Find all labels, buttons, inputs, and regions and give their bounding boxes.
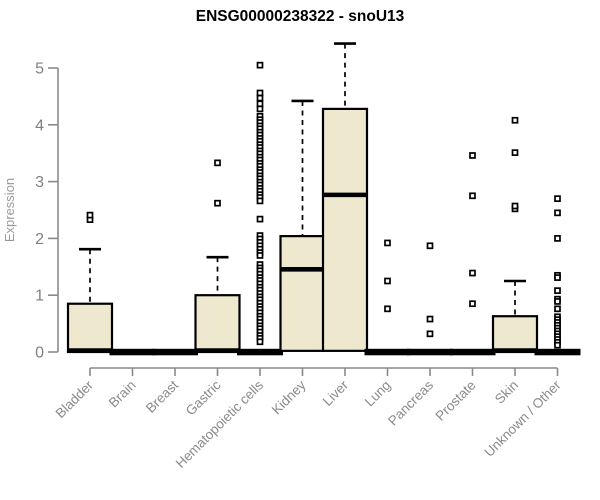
x-tick-label: Brain xyxy=(106,378,139,411)
outlier-point xyxy=(554,209,561,217)
outlier-point xyxy=(511,149,519,156)
outlier-point xyxy=(554,341,561,349)
box-unknown-other xyxy=(534,195,581,356)
box-hematopoietic-cells xyxy=(237,61,283,356)
y-tick-label: 5 xyxy=(35,61,44,78)
x-tick-label: Pancreas xyxy=(385,377,436,428)
outlier-point xyxy=(511,202,519,210)
zero-bar xyxy=(364,348,411,356)
x-tick-label: Breast xyxy=(143,377,181,415)
box-brain xyxy=(109,348,156,356)
zero-bar xyxy=(237,348,283,356)
outlier-point xyxy=(469,192,476,200)
outlier-point xyxy=(256,215,264,223)
y-axis-label: Expression xyxy=(2,178,17,242)
box-skin xyxy=(491,116,539,354)
outlier-point xyxy=(256,61,264,69)
outlier-point xyxy=(256,197,264,205)
outlier-point xyxy=(426,242,434,250)
box-prostate xyxy=(449,152,496,356)
outlier-point xyxy=(256,338,264,346)
zero-bar xyxy=(109,348,156,356)
x-tick-label: Liver xyxy=(320,377,352,409)
outlier-point xyxy=(256,252,264,259)
y-tick-label: 0 xyxy=(35,345,44,362)
outlier-point xyxy=(214,159,221,167)
outlier-point xyxy=(554,195,561,202)
outlier-point xyxy=(86,211,94,219)
outlier-point xyxy=(469,152,476,159)
outlier-point xyxy=(554,287,561,295)
y-tick-label: 3 xyxy=(35,174,44,191)
outlier-point xyxy=(554,274,561,281)
outlier-point xyxy=(384,239,391,247)
outlier-point xyxy=(214,199,221,207)
outlier-point xyxy=(256,105,264,113)
box-kidney xyxy=(279,99,326,352)
outlier-point xyxy=(384,305,391,313)
iqr-box xyxy=(321,107,369,352)
outlier-point xyxy=(469,269,476,277)
y-tick-label: 2 xyxy=(35,231,44,248)
x-tick-label: Skin xyxy=(492,378,521,407)
y-axis: 0 1 2 3 4 5 xyxy=(35,61,59,362)
x-tick-label: Kidney xyxy=(269,377,309,417)
x-tick-label: Unknown / Other xyxy=(481,377,564,460)
iqr-box xyxy=(66,302,114,354)
outlier-point xyxy=(511,116,519,124)
iqr-box xyxy=(491,315,539,354)
iqr-box xyxy=(279,235,326,352)
zero-bar xyxy=(152,348,198,356)
zero-bar xyxy=(449,348,496,356)
x-tick-label: Lung xyxy=(362,378,394,410)
outlier-point xyxy=(469,300,476,308)
y-tick-label: 1 xyxy=(35,288,44,305)
box-gastric xyxy=(194,159,241,354)
y-tick-label: 4 xyxy=(35,117,44,134)
outlier-point xyxy=(384,277,391,285)
zero-bar xyxy=(407,348,453,356)
x-tick-label: Bladder xyxy=(53,377,97,421)
outlier-point xyxy=(426,330,434,338)
box-liver xyxy=(321,42,369,352)
outlier-point xyxy=(554,235,561,242)
chart-title: ENSG00000238322 - snoU13 xyxy=(196,8,405,25)
x-tick-label: Gastric xyxy=(183,377,224,418)
outlier-point xyxy=(554,298,561,305)
x-tick-label: Prostate xyxy=(432,378,478,424)
box-lung xyxy=(364,239,411,356)
outlier-point xyxy=(256,89,264,97)
box-pancreas xyxy=(407,242,453,356)
box-breast xyxy=(152,348,198,356)
iqr-box xyxy=(194,294,241,354)
outlier-point xyxy=(554,305,561,313)
plot-area xyxy=(66,42,581,356)
outlier-point xyxy=(256,100,264,108)
outlier-point xyxy=(256,94,264,102)
outlier-point xyxy=(426,315,434,323)
box-bladder xyxy=(66,211,114,354)
zero-bar xyxy=(534,348,581,356)
